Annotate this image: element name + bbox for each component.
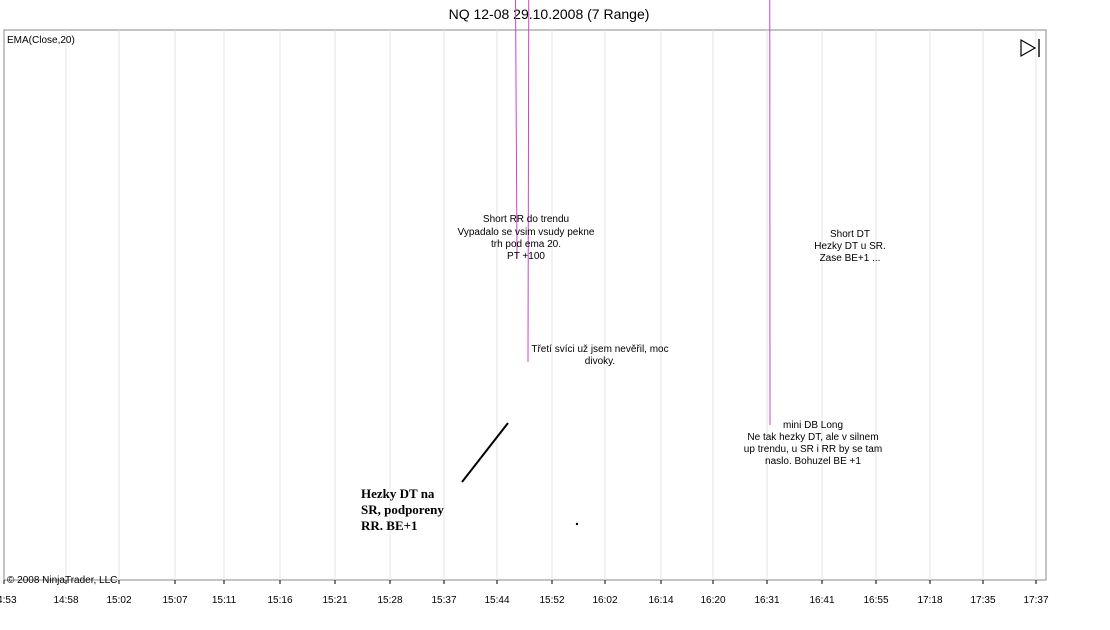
annotation-short-dt-line-2: Hezky DT u SR.	[814, 241, 886, 252]
x-tick-label: 15:44	[484, 595, 509, 606]
annotation-short-rr: Short RR do trendu Vypadalo se vsim vsud…	[458, 214, 595, 262]
annotation-short-rr-line-2: Vypadalo se vsim vsudy pekne	[458, 227, 595, 238]
x-tick-label: 17:35	[970, 595, 995, 606]
x-tick-label: 17:18	[917, 595, 942, 606]
annotation-mini-db-line-1: mini DB Long	[783, 420, 843, 431]
x-tick-label: 14:53	[0, 595, 17, 606]
x-axis: 14:53 14:58 15:02 15:07 15:11 15:16 15:21 15:28…	[0, 580, 1049, 606]
annotation-hezky-dt-line-2: SR, podporeny	[361, 502, 444, 517]
annotation-third-candle-line-2: divoky.	[585, 356, 615, 367]
x-tick-label: 15:11	[212, 595, 237, 606]
copyright-label: © 2008 NinjaTrader, LLC	[7, 575, 117, 586]
annotation-mini-db: mini DB Long Ne tak hezky DT, ale v siln…	[744, 420, 882, 467]
x-tick-label: 15:37	[431, 595, 456, 606]
annotation-mini-db-line-2: Ne tak hezky DT, ale v silnem	[747, 432, 878, 443]
annotation-short-rr-line-1: Short RR do trendu	[483, 214, 569, 225]
x-tick-label: 15:02	[106, 595, 131, 606]
annotation-third-candle: Třetí svíci už jsem nevěřil, moc divoky.	[531, 344, 668, 367]
chart-title: NQ 12-08 29.10.2008 (7 Range)	[449, 6, 650, 22]
x-tick-label: 16:41	[809, 595, 834, 606]
x-tick-label: 16:55	[863, 595, 888, 606]
annotation-hezky-dt: Hezky DT na SR, podporeny RR. BE+1	[361, 486, 444, 533]
x-tick-label: 15:52	[539, 595, 564, 606]
annotation-hezky-dt-line-1: Hezky DT na	[361, 486, 435, 501]
x-tick-label: 15:21	[322, 595, 347, 606]
x-tick-label: 14:58	[53, 595, 78, 606]
x-tick-label: 16:20	[700, 595, 725, 606]
annotation-short-dt-line-3: Zase BE+1 ...	[820, 253, 881, 264]
x-tick-label: 16:14	[648, 595, 673, 606]
x-tick-label: 17:37	[1023, 595, 1048, 606]
annotation-mini-db-line-4: naslo. Bohuzel BE +1	[765, 456, 861, 467]
annotation-mini-db-line-3: up trendu, u SR i RR by se tam	[744, 444, 882, 455]
play-icon[interactable]	[1020, 38, 1040, 58]
annotation-lines	[461, 0, 771, 526]
plot-frame	[3, 29, 1047, 581]
annotation-short-rr-line-3: trh pod ema 20.	[491, 239, 561, 250]
x-tick-label: 16:31	[754, 595, 779, 606]
indicator-label: EMA(Close,20)	[7, 35, 75, 46]
x-tick-label: 16:02	[592, 595, 617, 606]
annotation-pointer-third-candle	[527, 0, 530, 363]
annotation-hezky-dt-line-3: RR. BE+1	[361, 518, 418, 533]
x-tick-label: 15:28	[377, 595, 402, 606]
annotation-short-dt: Short DT Hezky DT u SR. Zase BE+1 ...	[814, 229, 886, 264]
x-tick-label: 15:07	[162, 595, 187, 606]
annotation-third-candle-line-1: Třetí svíci už jsem nevěřil, moc	[531, 344, 668, 355]
annotation-short-dt-line-1: Short DT	[830, 229, 870, 240]
annotation-pointer-hezky-dt	[461, 422, 509, 483]
annotation-short-rr-line-4: PT +100	[507, 251, 545, 262]
x-tick-label: 15:16	[267, 595, 292, 606]
stray-dot	[575, 522, 579, 526]
gridlines	[65, 30, 1037, 580]
